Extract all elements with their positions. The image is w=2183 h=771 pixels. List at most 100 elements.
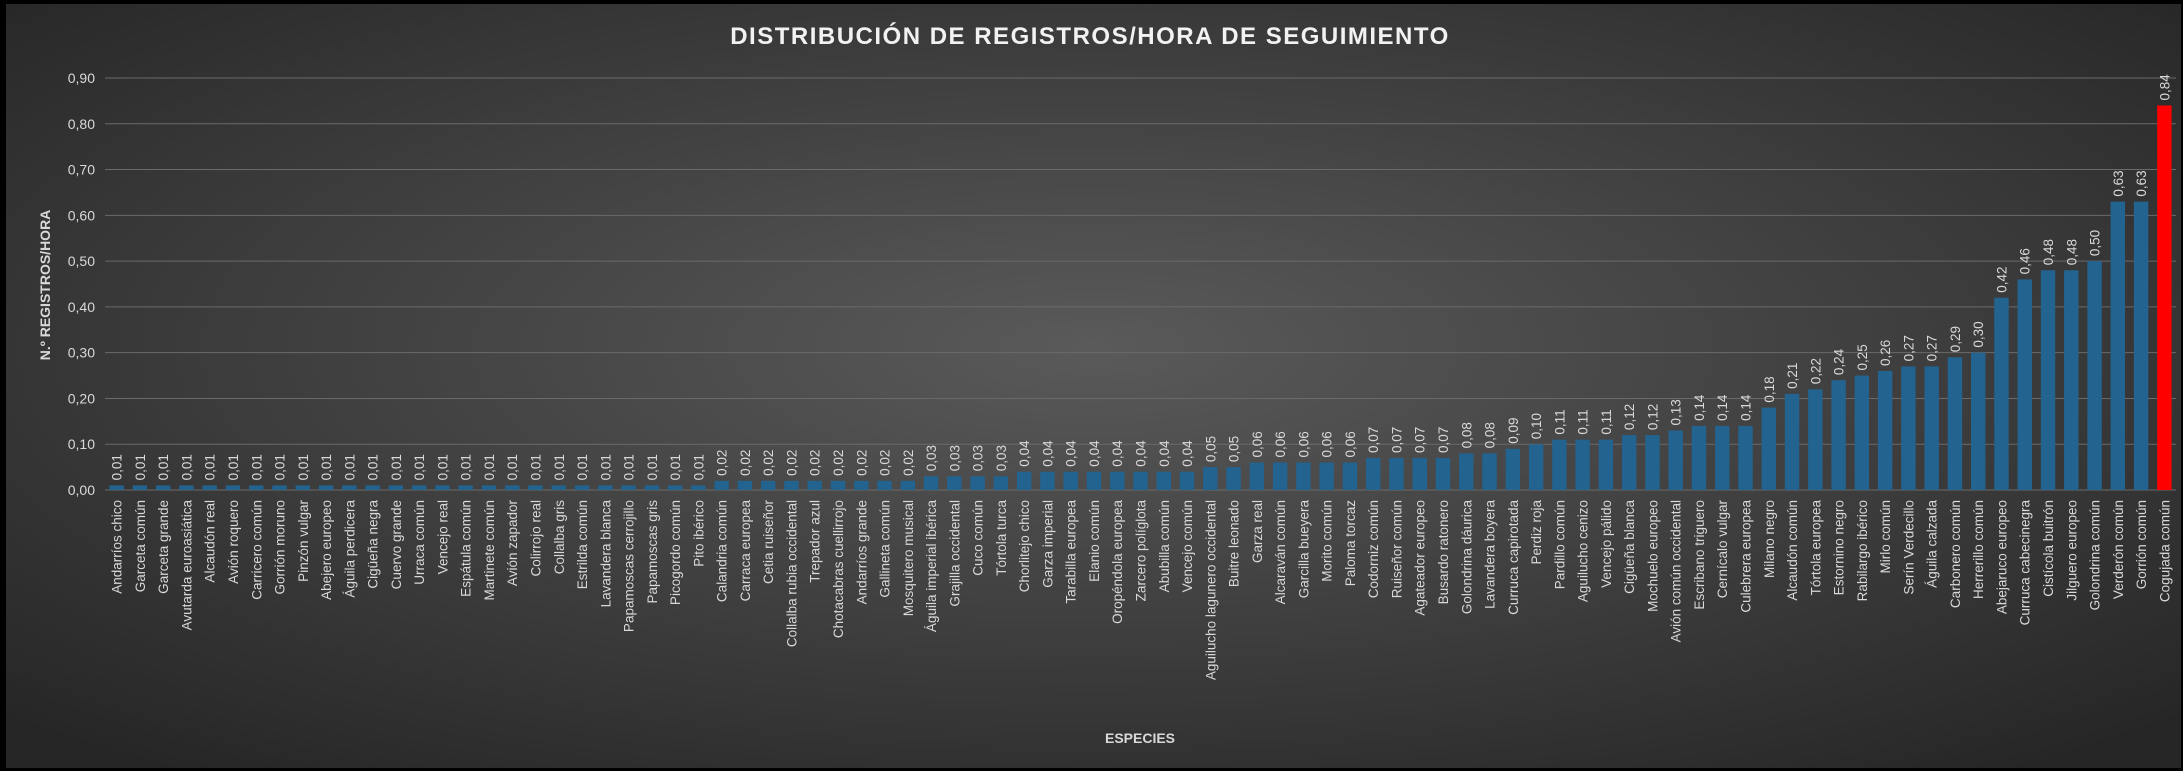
bar	[225, 485, 241, 490]
data-label: 0,05	[1203, 436, 1218, 462]
data-label: 0,29	[1948, 326, 1963, 352]
x-tick-label: Urraca común	[412, 500, 427, 585]
bar	[1272, 462, 1288, 490]
data-label: 0,01	[366, 454, 381, 480]
x-tick-label: Pardillo común	[1552, 500, 1567, 589]
data-label: 0,01	[273, 454, 288, 480]
bar	[667, 485, 683, 490]
x-tick-label: Carraca europea	[738, 500, 753, 602]
x-tick-label: Cogujada común	[2157, 500, 2172, 602]
x-tick-label: Rabilargo ibérico	[1855, 500, 1870, 601]
bar	[365, 485, 380, 490]
x-tick-label: Lavandera boyera	[1483, 500, 1498, 609]
data-label: 0,01	[133, 454, 148, 480]
bar	[621, 485, 636, 490]
data-label: 0,03	[971, 445, 986, 471]
x-tick-label: Cigüeña negra	[366, 500, 381, 589]
bar	[1110, 471, 1125, 490]
bar	[2110, 201, 2126, 490]
data-label: 0,01	[179, 454, 194, 480]
data-label: 0,01	[342, 454, 357, 480]
bar	[132, 485, 148, 490]
bar	[1482, 453, 1497, 490]
x-tick-label: Perdiz roja	[1529, 500, 1544, 565]
bar	[1226, 467, 1241, 490]
data-label: 0,11	[1576, 409, 1591, 434]
bar	[830, 480, 846, 490]
data-label: 0,84	[2157, 74, 2172, 101]
bar	[1063, 471, 1078, 490]
x-tick-label: Papamoscas gris	[645, 500, 660, 604]
x-tick-label: Escribano triguero	[1692, 500, 1707, 610]
data-label: 0,07	[1436, 427, 1451, 453]
x-tick-label: Oropéndola europea	[1110, 500, 1125, 624]
data-label: 0,02	[761, 450, 776, 476]
data-label: 0,07	[1366, 427, 1381, 453]
data-label: 0,01	[528, 454, 543, 480]
bar	[900, 480, 916, 490]
bar	[411, 485, 427, 490]
data-label: 0,14	[1715, 394, 1730, 421]
y-tick-label: 0,90	[68, 70, 95, 86]
y-tick-label: 0,60	[68, 207, 95, 223]
data-label: 0,02	[784, 450, 799, 476]
data-label: 0,01	[482, 454, 497, 480]
bar	[272, 485, 287, 490]
y-axis-title: N.º REGISTROS/HORA	[37, 210, 53, 361]
data-label: 0,01	[505, 454, 520, 480]
x-tick-label: Andarríos chico	[110, 500, 125, 594]
bar	[481, 485, 497, 490]
bar	[318, 485, 334, 490]
x-tick-label: Avión zapador	[505, 499, 520, 586]
bar	[295, 485, 311, 490]
data-label: 0,02	[831, 450, 846, 476]
data-label: 0,09	[1506, 418, 1521, 444]
x-tick-label: Garza imperial	[1040, 500, 1055, 588]
x-tick-label: Morito común	[1320, 500, 1335, 582]
bar	[1528, 444, 1544, 490]
x-tick-label: Elanio común	[1087, 500, 1102, 582]
x-tick-label: Culebrera europea	[1739, 500, 1754, 613]
x-tick-label: Garceta grande	[156, 500, 171, 594]
data-label: 0,18	[1762, 376, 1777, 402]
bar	[1598, 439, 1614, 490]
bar	[1435, 457, 1451, 490]
x-tick-label: Garza real	[1250, 500, 1265, 563]
bar	[2087, 261, 2102, 490]
bar	[1389, 457, 1404, 490]
data-label: 0,02	[854, 450, 869, 476]
bar	[458, 485, 473, 490]
bar	[528, 485, 543, 490]
bar	[760, 480, 776, 490]
bar	[1668, 430, 1683, 490]
bar	[505, 485, 520, 490]
data-label: 0,06	[1320, 431, 1335, 457]
bar	[1156, 471, 1171, 490]
x-tick-label: Chotacabras cuellirrojo	[831, 500, 846, 638]
bar	[342, 485, 357, 490]
x-tick-label: Abubilla común	[1157, 500, 1172, 592]
data-label: 0,04	[1157, 440, 1172, 467]
data-label: 0,01	[203, 454, 218, 480]
x-tick-label: Mirlo común	[1878, 500, 1893, 574]
data-label: 0,12	[1622, 404, 1637, 430]
bar	[155, 485, 171, 490]
data-label: 0,27	[1925, 335, 1940, 361]
bar	[1761, 407, 1776, 490]
data-label: 0,04	[1087, 440, 1102, 467]
bar	[923, 476, 939, 490]
bar	[1691, 425, 1707, 490]
bar	[1296, 462, 1311, 490]
x-tick-label: Cigüeña blanca	[1622, 500, 1637, 594]
data-label: 0,02	[808, 450, 823, 476]
x-tick-label: Martinete común	[482, 500, 497, 601]
x-tick-label: Papamoscas cerrojillo	[622, 500, 637, 632]
bar	[993, 476, 1009, 490]
x-tick-label: Colirrojo real	[528, 500, 543, 577]
bar	[1877, 370, 1893, 490]
data-label: 0,01	[412, 454, 427, 480]
x-tick-label: Pito ibérico	[691, 500, 706, 567]
bar	[1203, 467, 1218, 490]
data-label: 0,01	[435, 454, 450, 480]
